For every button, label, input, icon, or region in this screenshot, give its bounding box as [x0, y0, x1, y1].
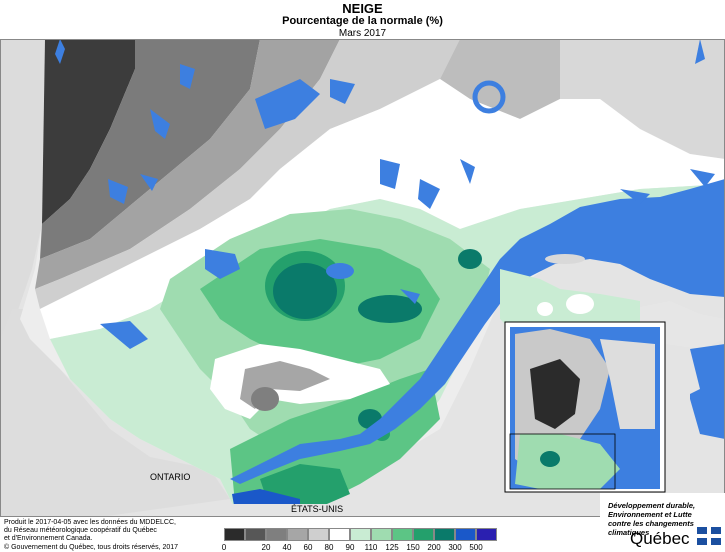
inset-map — [504, 321, 666, 493]
legend-swatch — [476, 528, 497, 541]
legend-swatch — [329, 528, 350, 541]
ministry-line-2: Environnement et Lutte — [608, 510, 692, 519]
map-period: Mars 2017 — [338, 28, 387, 39]
quebec-brand: Québec — [630, 529, 690, 548]
legend-swatch — [413, 528, 434, 541]
legend-tick-label: 40 — [282, 543, 292, 552]
legend-tick-label: 300 — [448, 543, 462, 552]
legend-tick-label: 0 — [221, 543, 227, 552]
ministry-line-3: contre les changements — [608, 519, 694, 528]
legend-swatch — [434, 528, 455, 541]
ministry-line-1: Développement durable, — [608, 501, 696, 510]
legend-swatch — [392, 528, 413, 541]
legend-tick-label: 500 — [469, 543, 483, 552]
legend-tick-label: 60 — [303, 543, 313, 552]
legend-tick-label: 80 — [324, 543, 334, 552]
legend-swatch — [287, 528, 308, 541]
legend-swatch — [224, 528, 245, 541]
legend-tick-label: 200 — [427, 543, 441, 552]
map-subtitle: Pourcentage de la normale (%) — [282, 15, 443, 27]
legend-swatch — [371, 528, 392, 541]
legend-swatch — [266, 528, 287, 541]
label-usa: ÉTATS-UNIS — [291, 504, 344, 514]
legend-tick-label: 125 — [385, 543, 399, 552]
map-title: NEIGE — [342, 1, 383, 16]
ministry-name: Développement durable, Environnement et … — [608, 501, 695, 537]
legend-swatch — [308, 528, 329, 541]
credit-line-3: et d'Environnement Canada. — [4, 535, 93, 542]
legend-tick-label: 150 — [406, 543, 420, 552]
legend-swatch — [350, 528, 371, 541]
credit-line-4: © Gouvernement du Québec, tous droits ré… — [4, 544, 179, 551]
quebec-flag-icon — [697, 527, 721, 545]
color-legend — [224, 528, 497, 541]
label-ontario: ONTARIO — [150, 472, 191, 482]
legend-tick-label: 110 — [364, 543, 378, 552]
legend-swatch — [245, 528, 266, 541]
ministry-line-4: climatiques — [608, 528, 650, 537]
credit-line-1: Produit le 2017-04-05 avec les données d… — [4, 519, 176, 526]
snow-anomaly-map — [0, 39, 725, 517]
legend-tick-label: 20 — [261, 543, 271, 552]
legend-swatch — [455, 528, 476, 541]
quebec-logo: Développement durable, Environnement et … — [600, 493, 725, 552]
legend-tick-label: 90 — [345, 543, 355, 552]
credit-line-2: du Réseau météorologique coopératif du Q… — [4, 527, 157, 534]
